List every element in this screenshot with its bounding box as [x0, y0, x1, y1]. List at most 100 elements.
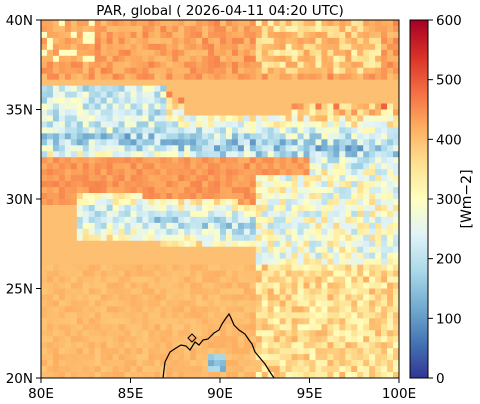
heatmap-cell — [237, 336, 245, 343]
heatmap-cell — [267, 300, 275, 307]
heatmap-cell — [351, 270, 358, 278]
heatmap-cell — [58, 25, 66, 33]
heatmap-cell — [363, 103, 370, 111]
heatmap-cell — [124, 157, 132, 164]
heatmap-cell — [148, 210, 155, 218]
heatmap-cell — [237, 276, 245, 284]
heatmap-cell — [345, 67, 352, 75]
heatmap-cell — [142, 25, 149, 33]
heatmap-cell — [291, 288, 299, 296]
heatmap-cell — [339, 193, 346, 200]
heatmap-cell — [58, 282, 66, 290]
heatmap-cell — [202, 91, 209, 99]
heatmap-cell — [178, 252, 185, 260]
heatmap-cell — [321, 139, 328, 146]
heatmap-cell — [321, 121, 328, 128]
heatmap-cell — [220, 222, 227, 230]
heatmap-cell — [297, 55, 305, 63]
heatmap-cell — [46, 187, 54, 194]
heatmap-cell — [112, 25, 120, 33]
heatmap-cell — [393, 127, 399, 134]
heatmap-cell — [393, 67, 399, 75]
heatmap-cell — [106, 210, 114, 218]
heatmap-cell — [142, 31, 149, 39]
heatmap-cell — [345, 306, 352, 313]
heatmap-cell — [178, 282, 185, 290]
heatmap-cell — [178, 210, 185, 218]
heatmap-cell — [70, 228, 78, 236]
heatmap-cell — [375, 342, 382, 349]
heatmap-cell — [64, 49, 72, 57]
heatmap-cell — [267, 139, 275, 146]
heatmap-cell — [279, 228, 287, 236]
heatmap-cell — [202, 175, 209, 182]
heatmap-cell — [88, 348, 96, 355]
heatmap-cell — [64, 199, 72, 206]
heatmap-cell — [82, 115, 90, 123]
heatmap-cell — [315, 240, 323, 248]
heatmap-cell — [160, 258, 167, 266]
heatmap-cell — [291, 360, 299, 367]
heatmap-cell — [363, 43, 370, 51]
heatmap-cell — [100, 354, 108, 361]
heatmap-cell — [196, 276, 203, 284]
heatmap-cell — [321, 43, 328, 51]
heatmap-cell — [94, 133, 102, 140]
heatmap-cell — [202, 258, 209, 266]
heatmap-cell — [237, 234, 245, 242]
heatmap-cell — [225, 67, 233, 75]
heatmap-cell — [190, 210, 197, 218]
heatmap-cell — [112, 276, 120, 284]
heatmap-cell — [124, 49, 132, 57]
heatmap-cell — [76, 37, 84, 45]
heatmap-cell — [52, 228, 60, 236]
heatmap-cell — [76, 157, 84, 164]
heatmap-cell — [381, 181, 388, 188]
heatmap-cell — [231, 139, 239, 146]
heatmap-cell — [255, 115, 263, 123]
heatmap-cell — [148, 246, 155, 254]
heatmap-cell — [237, 258, 245, 266]
heatmap-cell — [249, 151, 257, 158]
chart-title: PAR, global ( 2026-04-11 04:20 UTC) — [96, 3, 343, 19]
heatmap-cell — [351, 342, 358, 349]
heatmap-cell — [184, 282, 191, 290]
heatmap-cell — [142, 294, 149, 302]
heatmap-cell — [220, 103, 227, 111]
heatmap-cell — [303, 73, 311, 81]
heatmap-cell — [190, 163, 197, 170]
heatmap-cell — [41, 55, 48, 63]
heatmap-cell — [285, 336, 293, 343]
heatmap-cell — [82, 282, 90, 290]
heatmap-cell — [154, 139, 161, 146]
heatmap-cell — [52, 151, 60, 158]
heatmap-cell — [387, 252, 394, 260]
heatmap-cell — [225, 372, 233, 378]
heatmap-cell — [303, 372, 311, 378]
heatmap-cell — [46, 97, 54, 105]
heatmap-cell — [345, 354, 352, 361]
heatmap-cell — [255, 348, 263, 355]
heatmap-cell — [76, 25, 84, 33]
heatmap-cell — [369, 360, 376, 367]
heatmap-cell — [279, 55, 287, 63]
heatmap-cell — [315, 300, 323, 307]
heatmap-cell — [327, 228, 334, 236]
heatmap-cell — [339, 372, 346, 378]
heatmap-cell — [291, 169, 299, 176]
heatmap-cell — [369, 318, 376, 325]
heatmap-cell — [52, 20, 60, 27]
heatmap-cell — [208, 25, 215, 33]
heatmap-cell — [82, 103, 90, 111]
heatmap-cell — [237, 228, 245, 236]
heatmap-cell — [178, 73, 185, 81]
heatmap-cell — [202, 151, 209, 158]
heatmap-cell — [160, 145, 167, 152]
heatmap-cell — [64, 115, 72, 123]
heatmap-cell — [231, 127, 239, 134]
heatmap-cell — [154, 193, 161, 200]
heatmap-cell — [351, 312, 358, 319]
heatmap-cell — [357, 25, 364, 33]
heatmap-cell — [82, 37, 90, 45]
heatmap-cell — [100, 181, 108, 188]
